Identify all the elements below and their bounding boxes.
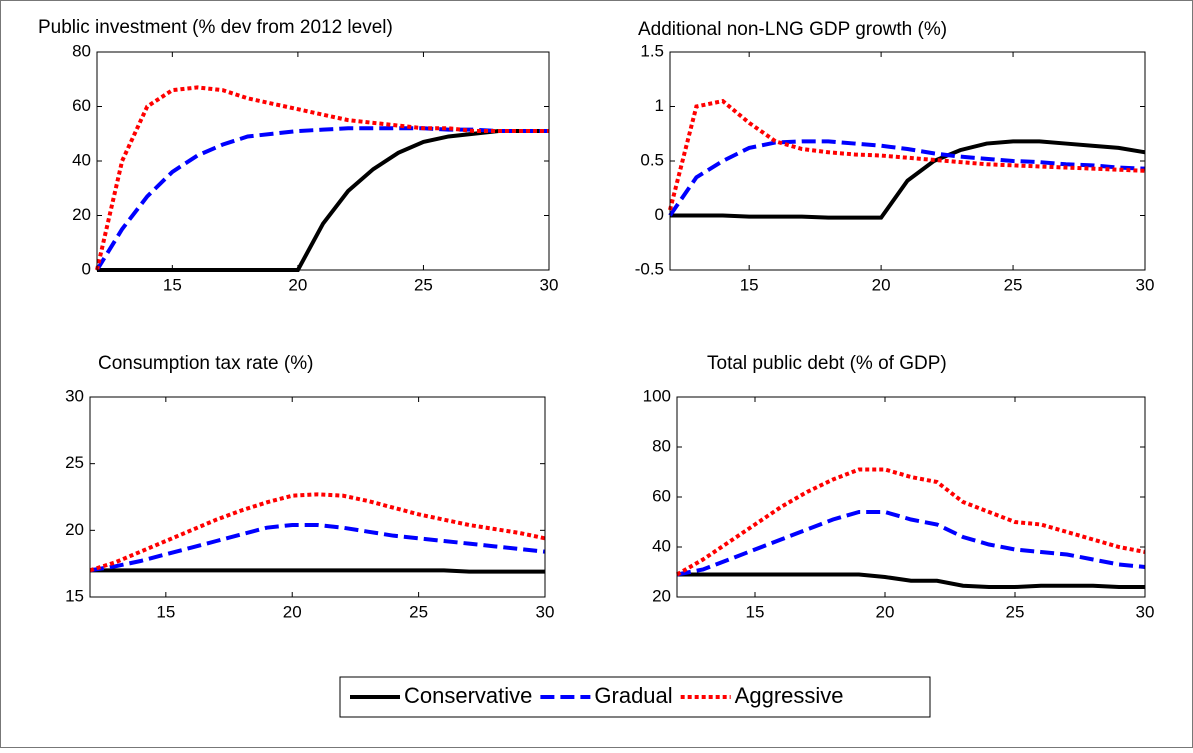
series-line: [89, 523, 546, 573]
series-line: [89, 492, 546, 573]
chart-title: Additional non-LNG GDP growth (%): [638, 19, 947, 40]
legend-label: Conservative: [404, 683, 532, 708]
x-tick-label: 25: [1006, 602, 1025, 621]
plot-frame: [669, 51, 1146, 271]
chart-title: Total public debt (% of GDP): [707, 353, 947, 374]
y-tick-label: 25: [65, 453, 84, 472]
y-tick-label: 0.5: [640, 150, 664, 169]
x-tick-label: 20: [288, 275, 307, 294]
x-tick-label: 20: [283, 602, 302, 621]
x-tick-label: 15: [746, 602, 765, 621]
series-line: [90, 568, 545, 574]
x-tick-label: 30: [536, 602, 555, 621]
y-tick-label: 0: [655, 205, 664, 224]
legend-label: Gradual: [594, 683, 672, 708]
y-tick-label: 80: [72, 41, 91, 60]
y-tick-label: -0.5: [635, 259, 664, 278]
y-tick-label: 80: [652, 436, 671, 455]
y-tick-label: 40: [652, 536, 671, 555]
plot-frame: [676, 396, 1146, 598]
y-tick-label: 0: [82, 259, 91, 278]
legend-box: [339, 676, 931, 718]
y-tick-label: 20: [72, 205, 91, 224]
x-tick-label: 15: [156, 602, 175, 621]
x-tick-label: 30: [1136, 602, 1155, 621]
plot-frame: [96, 51, 550, 271]
y-tick-label: 1.5: [640, 41, 664, 60]
x-tick-label: 25: [1004, 275, 1023, 294]
x-tick-label: 15: [740, 275, 759, 294]
series-line: [676, 510, 1146, 577]
series-line: [668, 139, 1146, 217]
x-tick-label: 30: [1136, 275, 1155, 294]
y-tick-label: 1: [655, 96, 664, 115]
y-tick-label: 100: [643, 386, 671, 405]
series-line: [676, 467, 1146, 577]
y-tick-label: 60: [72, 96, 91, 115]
y-tick-label: 60: [652, 486, 671, 505]
chart-title: Consumption tax rate (%): [98, 353, 313, 374]
legend-label: Aggressive: [735, 683, 844, 708]
series-line: [677, 572, 1145, 589]
x-tick-label: 25: [414, 275, 433, 294]
x-tick-label: 15: [163, 275, 182, 294]
x-tick-label: 30: [540, 275, 559, 294]
y-tick-label: 40: [72, 150, 91, 169]
y-tick-label: 15: [65, 586, 84, 605]
x-tick-label: 25: [409, 602, 428, 621]
y-tick-label: 20: [652, 586, 671, 605]
y-tick-label: 30: [65, 386, 84, 405]
series-line: [670, 139, 1146, 220]
chart-title: Public investment (% dev from 2012 level…: [38, 17, 393, 38]
x-tick-label: 20: [872, 275, 891, 294]
series-line: [95, 85, 549, 271]
x-tick-label: 20: [876, 602, 895, 621]
series-line: [668, 98, 1146, 211]
plot-frame: [89, 396, 546, 598]
y-tick-label: 20: [65, 520, 84, 539]
series-line: [95, 126, 549, 272]
